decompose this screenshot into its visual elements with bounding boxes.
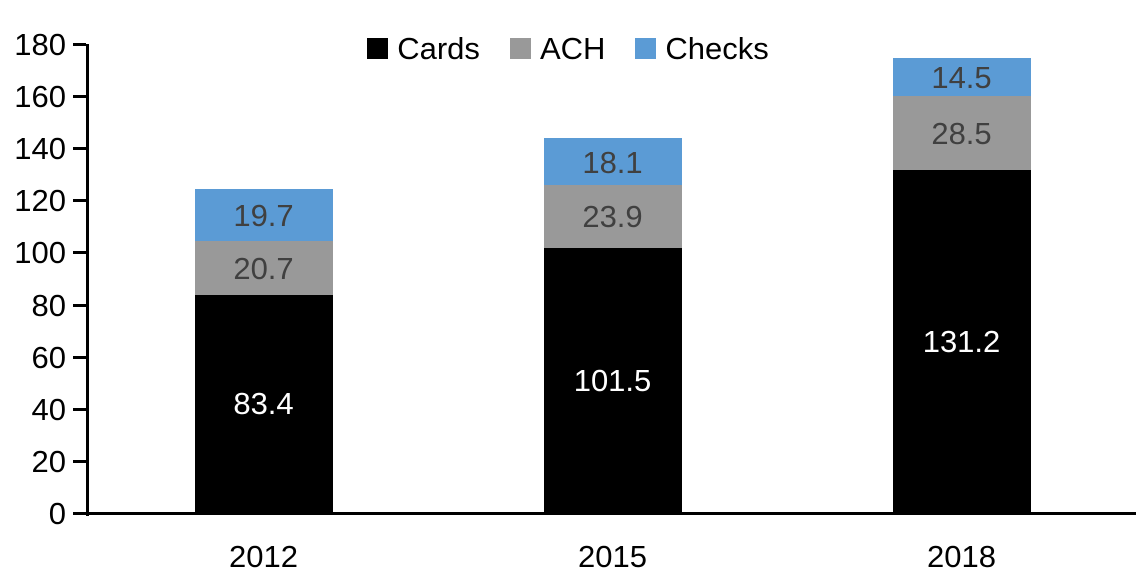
bar-segment-value: 101.5 xyxy=(573,362,652,398)
bar-segment-value: 19.7 xyxy=(233,198,294,234)
legend-item-checks: Checks xyxy=(635,31,769,66)
bar-segment-value: 83.4 xyxy=(233,386,294,422)
bar-segment-cards-2012: 83.4 xyxy=(194,294,333,512)
x-axis-label-2012: 2012 xyxy=(229,539,298,574)
x-axis-label-2015: 2015 xyxy=(578,539,647,574)
legend-item-ach: ACH xyxy=(509,31,606,66)
legend-swatch-ach xyxy=(509,38,531,59)
y-axis-tick-label: 140 xyxy=(14,131,66,167)
y-axis-tick xyxy=(73,303,86,307)
bar-segment-cards-2018: 131.2 xyxy=(892,170,1031,512)
bar-segment-value: 131.2 xyxy=(922,324,1001,360)
y-axis-tick-label: 40 xyxy=(31,391,66,427)
legend-swatch-checks xyxy=(635,38,657,59)
y-axis-tick-label: 20 xyxy=(31,443,66,479)
bar-segment-ach-2015: 23.9 xyxy=(543,185,682,248)
y-axis-tick xyxy=(73,512,86,515)
bar-segment-value: 28.5 xyxy=(931,116,992,152)
y-axis-tick-label: 120 xyxy=(14,183,66,219)
chart-legend: Cards ACH Checks xyxy=(0,33,1136,64)
y-axis-tick xyxy=(73,407,86,411)
y-axis-tick xyxy=(73,147,86,151)
legend-label-checks: Checks xyxy=(665,31,769,66)
y-axis-tick-label: 80 xyxy=(31,287,66,323)
y-axis-tick xyxy=(73,459,86,463)
y-axis-tick xyxy=(73,199,86,203)
y-axis-tick-label: 0 xyxy=(48,496,66,531)
x-axis-label-2018: 2018 xyxy=(927,539,996,574)
y-axis-tick-label: 180 xyxy=(14,27,66,62)
bar-segment-checks-2015: 18.1 xyxy=(543,138,682,186)
x-axis-line xyxy=(73,512,1136,515)
bar-segment-checks-2018: 14.5 xyxy=(892,58,1031,96)
y-axis-line xyxy=(86,44,89,516)
y-axis-tick xyxy=(73,95,86,99)
bar-segment-value: 18.1 xyxy=(582,144,643,180)
bar-segment-ach-2012: 20.7 xyxy=(194,240,333,295)
bar-segment-cards-2015: 101.5 xyxy=(543,247,682,512)
y-axis-tick xyxy=(73,43,86,46)
legend-swatch-cards xyxy=(367,38,389,59)
y-axis-tick xyxy=(73,355,86,359)
legend-label-ach: ACH xyxy=(539,31,606,66)
legend-label-cards: Cards xyxy=(397,31,480,66)
bar-segment-value: 14.5 xyxy=(931,59,992,95)
bar-segment-value: 23.9 xyxy=(582,199,643,235)
bar-segment-value: 20.7 xyxy=(233,250,294,286)
y-axis-tick-label: 60 xyxy=(31,339,66,375)
bar-segment-ach-2018: 28.5 xyxy=(892,95,1031,171)
y-axis-tick-label: 160 xyxy=(14,79,66,115)
bar-segment-checks-2012: 19.7 xyxy=(194,189,333,241)
legend-item-cards: Cards xyxy=(367,33,480,64)
y-axis-tick-label: 100 xyxy=(14,235,66,271)
y-axis-tick xyxy=(73,251,86,255)
